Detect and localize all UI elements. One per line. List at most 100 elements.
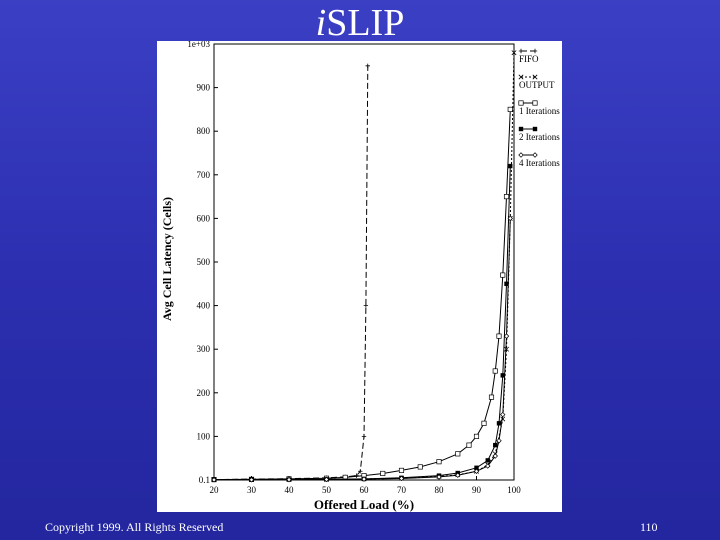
series-2-iterations: [211, 163, 513, 482]
data-point-marker: [211, 477, 217, 483]
data-point-marker: [466, 442, 472, 448]
data-point-marker: [485, 458, 490, 463]
y-tick-label: 600: [197, 213, 211, 223]
x-tick-label: 100: [507, 485, 521, 495]
data-point-marker: [496, 438, 502, 444]
data-point-marker: [507, 215, 513, 222]
data-point-marker: [493, 442, 498, 448]
data-point-marker: [248, 477, 255, 483]
data-point-marker: [485, 463, 491, 469]
slide-title: iSLIP: [0, 2, 720, 44]
y-tick-label: 800: [197, 126, 211, 136]
data-point-marker: [365, 63, 370, 68]
data-point-marker: [503, 333, 510, 339]
data-point-marker: [492, 368, 498, 374]
data-point-marker: [518, 126, 524, 132]
y-tick-label: 900: [197, 83, 211, 93]
y-tick-label: 700: [197, 170, 211, 180]
data-point-marker: [500, 272, 506, 278]
data-point-marker: [473, 468, 480, 474]
data-point-marker: [500, 373, 505, 378]
x-tick-label: 70: [397, 485, 407, 495]
series-4-iterations: [211, 215, 513, 483]
legend-item: 4 Iterations: [518, 152, 560, 168]
x-tick-label: 50: [322, 485, 332, 495]
y-tick-label: 300: [197, 344, 211, 354]
x-tick-label: 30: [247, 485, 257, 495]
axis-ticks: 20 30 40 50 60 70 80 90 100 0.1 100 200 300 400 500 600…: [187, 41, 521, 495]
data-point-marker: [518, 100, 524, 106]
data-point-marker: [398, 475, 405, 482]
data-point-marker: [436, 474, 442, 480]
data-point-marker: [323, 476, 330, 483]
data-point-marker: [504, 346, 509, 352]
data-point-marker: [518, 74, 524, 80]
data-point-marker: [455, 451, 461, 457]
data-point-marker: [380, 470, 386, 477]
y-tick-label: 200: [197, 388, 211, 398]
data-point-marker: [532, 100, 538, 106]
series-line: [213, 65, 369, 481]
data-point-marker: [504, 281, 509, 286]
data-point-marker: [436, 459, 442, 465]
data-point-marker: [518, 48, 524, 54]
data-point-marker: [354, 473, 359, 478]
x-tick-label: 90: [472, 485, 482, 495]
data-point-marker: [492, 453, 498, 459]
data-point-marker: [473, 433, 480, 439]
y-tick-label: 1e+03: [187, 41, 210, 49]
legend-item: 1 Iterations: [518, 100, 560, 116]
legend-label: 4 Iterations: [519, 158, 560, 168]
latency-chart: Avg Cell Latency (Cells) Offered Load (%…: [160, 41, 560, 512]
plot-panel: Avg Cell Latency (Cells) Offered Load (%…: [157, 41, 562, 512]
series-line: [213, 166, 511, 481]
legend-item: OUTPUT: [518, 74, 555, 90]
series-line: [214, 52, 515, 481]
legend: FIFO OUTPUT 1 Iterations 2 Iterations 4 Iter…: [518, 48, 560, 168]
data-point-marker: [507, 106, 513, 112]
data-point-marker: [417, 464, 423, 470]
legend-label: 2 Iterations: [519, 132, 560, 142]
data-point-marker: [500, 416, 506, 422]
y-tick-label: 400: [197, 301, 211, 311]
y-tick-label: 0.1: [199, 475, 210, 485]
data-point-marker: [398, 467, 405, 473]
data-point-marker: [361, 476, 367, 482]
data-point-marker: [518, 152, 524, 158]
data-point-marker: [532, 74, 538, 80]
y-axis-title: Avg Cell Latency (Cells): [160, 197, 174, 321]
data-point-marker: [532, 48, 538, 54]
x-tick-label: 20: [210, 485, 220, 495]
slide-title-italic: i: [315, 2, 327, 44]
plot-area-frame: [213, 43, 515, 481]
data-point-marker: [488, 394, 495, 400]
data-point-marker: [361, 434, 367, 439]
data-point-marker: [511, 50, 517, 56]
x-tick-label: 80: [435, 485, 445, 495]
data-point-marker: [474, 465, 479, 470]
series-1-iterations: [211, 106, 513, 483]
y-tick-label: 100: [197, 431, 211, 441]
x-tick-label: 40: [285, 485, 295, 495]
legend-item: 2 Iterations: [518, 126, 560, 142]
x-tick-label: 60: [360, 485, 370, 495]
data-point-marker: [532, 152, 538, 158]
x-axis-title: Offered Load (%): [314, 497, 414, 512]
copyright-notice: Copyright 1999. All Rights Reserved: [45, 520, 224, 534]
data-point-marker: [358, 469, 363, 474]
data-point-marker: [455, 472, 461, 478]
legend-label: FIFO: [519, 54, 539, 64]
series-lines: [211, 50, 517, 483]
data-point-marker: [363, 303, 369, 308]
series-fifo: [211, 63, 370, 482]
legend-label: OUTPUT: [519, 80, 555, 90]
series-line: [213, 109, 511, 481]
data-point-marker: [503, 194, 510, 200]
data-point-marker: [496, 333, 502, 339]
y-tick-label: 500: [197, 257, 211, 267]
series-line: [214, 218, 511, 481]
data-point-marker: [500, 411, 506, 418]
data-point-marker: [496, 421, 502, 426]
legend-label: 1 Iterations: [519, 106, 560, 116]
slide-title-rest: SLIP: [326, 2, 405, 44]
